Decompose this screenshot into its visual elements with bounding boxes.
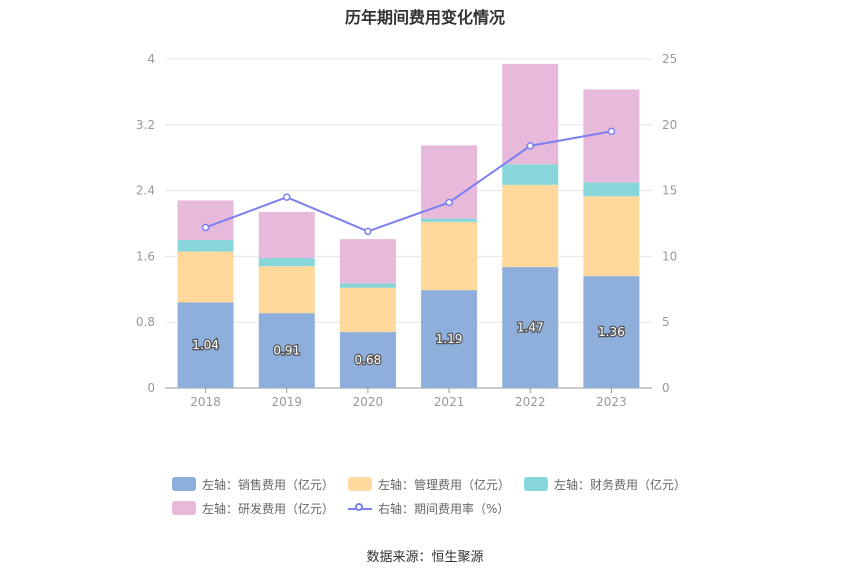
legend-item-finance[interactable]: 左轴：财务费用（亿元）: [524, 476, 686, 493]
data-label-sales: 1.36: [598, 325, 625, 339]
rate-point: [283, 193, 291, 201]
source-label: 数据来源：: [366, 550, 432, 565]
right-axis-tick-label: 5: [662, 315, 670, 329]
left-axis-tick-label: 1.6: [136, 249, 155, 263]
legend-swatch-rnd: [172, 501, 196, 515]
data-label-sales: 1.04: [192, 338, 219, 352]
legend-item-admin[interactable]: 左轴：管理费用（亿元）: [348, 476, 510, 493]
legend-label-sales: 左轴：销售费用（亿元）: [202, 477, 335, 492]
bar-finance: [421, 218, 478, 222]
right-axis-tick-label: 15: [662, 184, 677, 198]
data-label-sales: 1.19: [436, 332, 463, 346]
left-axis-tick-label: 0: [147, 381, 155, 395]
bar-sales: [502, 267, 559, 388]
bar-finance: [583, 182, 640, 197]
x-axis-tick-label: 2019: [271, 395, 302, 409]
bar-sales: [421, 290, 478, 388]
rate-point: [364, 227, 372, 236]
bar-sales: [258, 313, 315, 388]
x-axis-tick-label: 2020: [353, 395, 384, 409]
legend-item-sales[interactable]: 左轴：销售费用（亿元）: [172, 476, 334, 493]
x-axis-tick-label: 2021: [434, 395, 465, 409]
bar-admin: [339, 287, 396, 333]
right-axis-tick-label: 10: [662, 249, 677, 263]
bar-sales: [339, 332, 396, 388]
data-source: 数据来源：恒生聚源: [0, 546, 850, 565]
right-axis-tick-label: 20: [662, 118, 677, 132]
bar-rnd: [583, 89, 640, 183]
x-axis-tick-label: 2023: [596, 395, 627, 409]
rate-point: [607, 127, 616, 136]
right-axis-tick-label: 25: [662, 52, 677, 66]
left-axis-tick-label: 3.2: [136, 118, 155, 132]
bar-finance: [502, 164, 559, 185]
left-axis-tick-label: 0.8: [136, 315, 155, 329]
legend-label-rnd: 左轴：研发费用（亿元）: [202, 501, 335, 516]
bar-admin: [258, 266, 315, 314]
chart-canvas: 0 0.8 1.6 2.4 3.2 4 0 5 10 15 20 25 2018 1.04 2019 0.91…: [136, 52, 677, 409]
rate-point: [526, 142, 534, 150]
bar-admin: [177, 251, 234, 303]
bar-rnd: [258, 211, 315, 259]
bar-finance: [177, 239, 234, 252]
legend-swatch-rate: [348, 501, 373, 515]
legend-item-rate[interactable]: 右轴：期间费用率（%）: [348, 500, 509, 517]
left-axis-tick-label: 2.4: [136, 184, 155, 198]
bar-rnd: [421, 145, 478, 219]
x-axis-tick-label: 2022: [515, 395, 546, 409]
data-label-sales: 1.47: [517, 321, 544, 335]
bar-admin: [421, 221, 478, 291]
rate-line: [205, 130, 612, 233]
chart-title: 历年期间费用变化情况: [344, 8, 505, 27]
legend-label-finance: 左轴：财务费用（亿元）: [554, 477, 687, 492]
source-name: 恒生聚源: [431, 550, 484, 565]
legend: 左轴：销售费用（亿元） 左轴：管理费用（亿元） 左轴：财务费用（亿元） 左轴：研…: [172, 472, 692, 520]
legend-swatch-sales: [172, 477, 196, 491]
bar-sales: [177, 302, 234, 388]
bar-finance: [339, 283, 396, 288]
legend-label-admin: 左轴：管理费用（亿元）: [378, 477, 511, 492]
x-axis-tick-label: 2018: [190, 395, 221, 409]
legend-label-rate: 右轴：期间费用率（%）: [378, 501, 510, 516]
left-axis-tick-label: 4: [147, 52, 155, 66]
data-label-sales: 0.68: [355, 353, 382, 367]
legend-item-rnd[interactable]: 左轴：研发费用（亿元）: [172, 500, 334, 517]
bar-sales: [583, 276, 640, 388]
rate-point: [201, 223, 210, 232]
bar-rnd: [339, 239, 396, 284]
bar-admin: [583, 196, 640, 277]
legend-swatch-admin: [348, 477, 373, 491]
data-label-sales: 0.91: [273, 344, 300, 358]
rate-point: [445, 198, 453, 207]
bar-finance: [258, 258, 315, 267]
bar-admin: [502, 184, 559, 268]
legend-swatch-finance: [524, 477, 549, 491]
right-axis-tick-label: 0: [662, 381, 670, 395]
